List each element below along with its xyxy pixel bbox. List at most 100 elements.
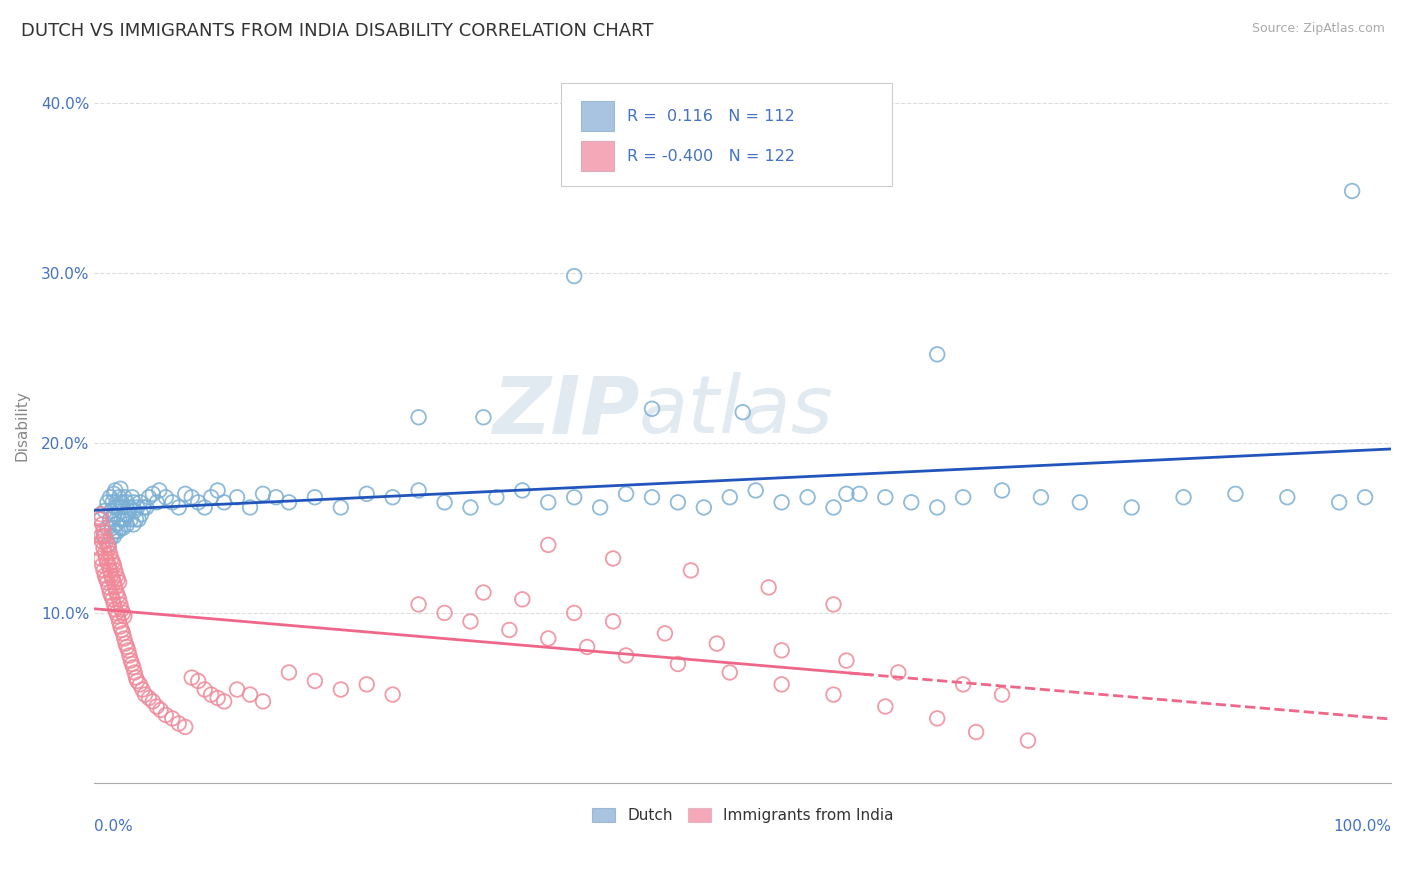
Point [111,512,134,526]
Point [115,495,138,509]
Text: ZIP: ZIP [492,373,638,450]
Point [110,500,132,515]
Point [706,636,728,650]
Point [94,534,117,549]
Point [101,555,124,569]
Point [718,490,741,504]
Point [90,529,112,543]
Point [105,606,128,620]
Point [91,558,114,573]
Text: R =  0.116   N = 112: R = 0.116 N = 112 [627,109,796,124]
Point [848,487,870,501]
Point [537,495,560,509]
Point [1354,490,1376,504]
Point [1277,490,1299,504]
Point [107,609,129,624]
Point [87,524,110,539]
Point [589,500,612,515]
Point [101,572,124,586]
Point [162,495,184,509]
Point [952,490,974,504]
Point [142,694,165,708]
Text: Source: ZipAtlas.com: Source: ZipAtlas.com [1251,22,1385,36]
Point [97,541,120,556]
Point [498,623,520,637]
Point [576,640,599,654]
Point [562,269,585,284]
Point [641,401,664,416]
Point [304,490,326,504]
Point [212,495,235,509]
Point [991,688,1014,702]
Point [105,495,128,509]
Point [96,575,118,590]
Point [875,490,897,504]
Point [122,517,145,532]
Point [252,694,274,708]
Point [101,495,124,509]
Point [110,598,132,612]
Point [155,708,177,723]
Point [835,654,858,668]
Point [108,592,131,607]
Point [180,671,202,685]
Point [115,517,138,532]
Point [304,673,326,688]
Point [187,673,209,688]
Point [718,665,741,680]
Point [952,677,974,691]
Point [118,648,141,663]
Point [110,482,132,496]
Point [122,495,145,509]
Point [115,640,138,654]
Point [128,512,150,526]
Point [823,598,845,612]
Point [124,665,146,680]
Point [91,534,114,549]
Point [138,490,160,504]
Point [200,490,222,504]
Point [537,538,560,552]
Text: atlas: atlas [638,373,834,450]
Point [408,598,430,612]
Point [329,682,352,697]
Point [93,529,115,543]
Point [460,500,482,515]
Point [965,725,987,739]
Point [180,490,202,504]
Point [107,572,129,586]
Point [927,711,949,725]
Point [121,490,143,504]
Point [666,657,689,671]
Point [105,568,128,582]
Point [104,483,127,498]
Point [654,626,676,640]
Point [125,512,148,526]
Point [1017,733,1039,747]
Point [97,538,120,552]
Point [89,512,111,526]
Point [239,500,262,515]
Point [145,495,167,509]
Point [460,615,482,629]
Point [101,521,124,535]
Point [602,615,624,629]
Point [148,483,170,498]
FancyBboxPatch shape [581,142,614,171]
Point [114,636,136,650]
Point [111,521,134,535]
Point [264,490,287,504]
Point [887,665,910,680]
Point [796,490,818,504]
Point [98,546,121,560]
Point [107,524,129,539]
Y-axis label: Disability: Disability [15,391,30,461]
Point [94,568,117,582]
Point [162,711,184,725]
Point [112,609,135,624]
Point [121,657,143,671]
Point [105,585,128,599]
Point [120,654,142,668]
Legend: Dutch, Immigrants from India: Dutch, Immigrants from India [586,802,900,829]
Point [100,529,122,543]
